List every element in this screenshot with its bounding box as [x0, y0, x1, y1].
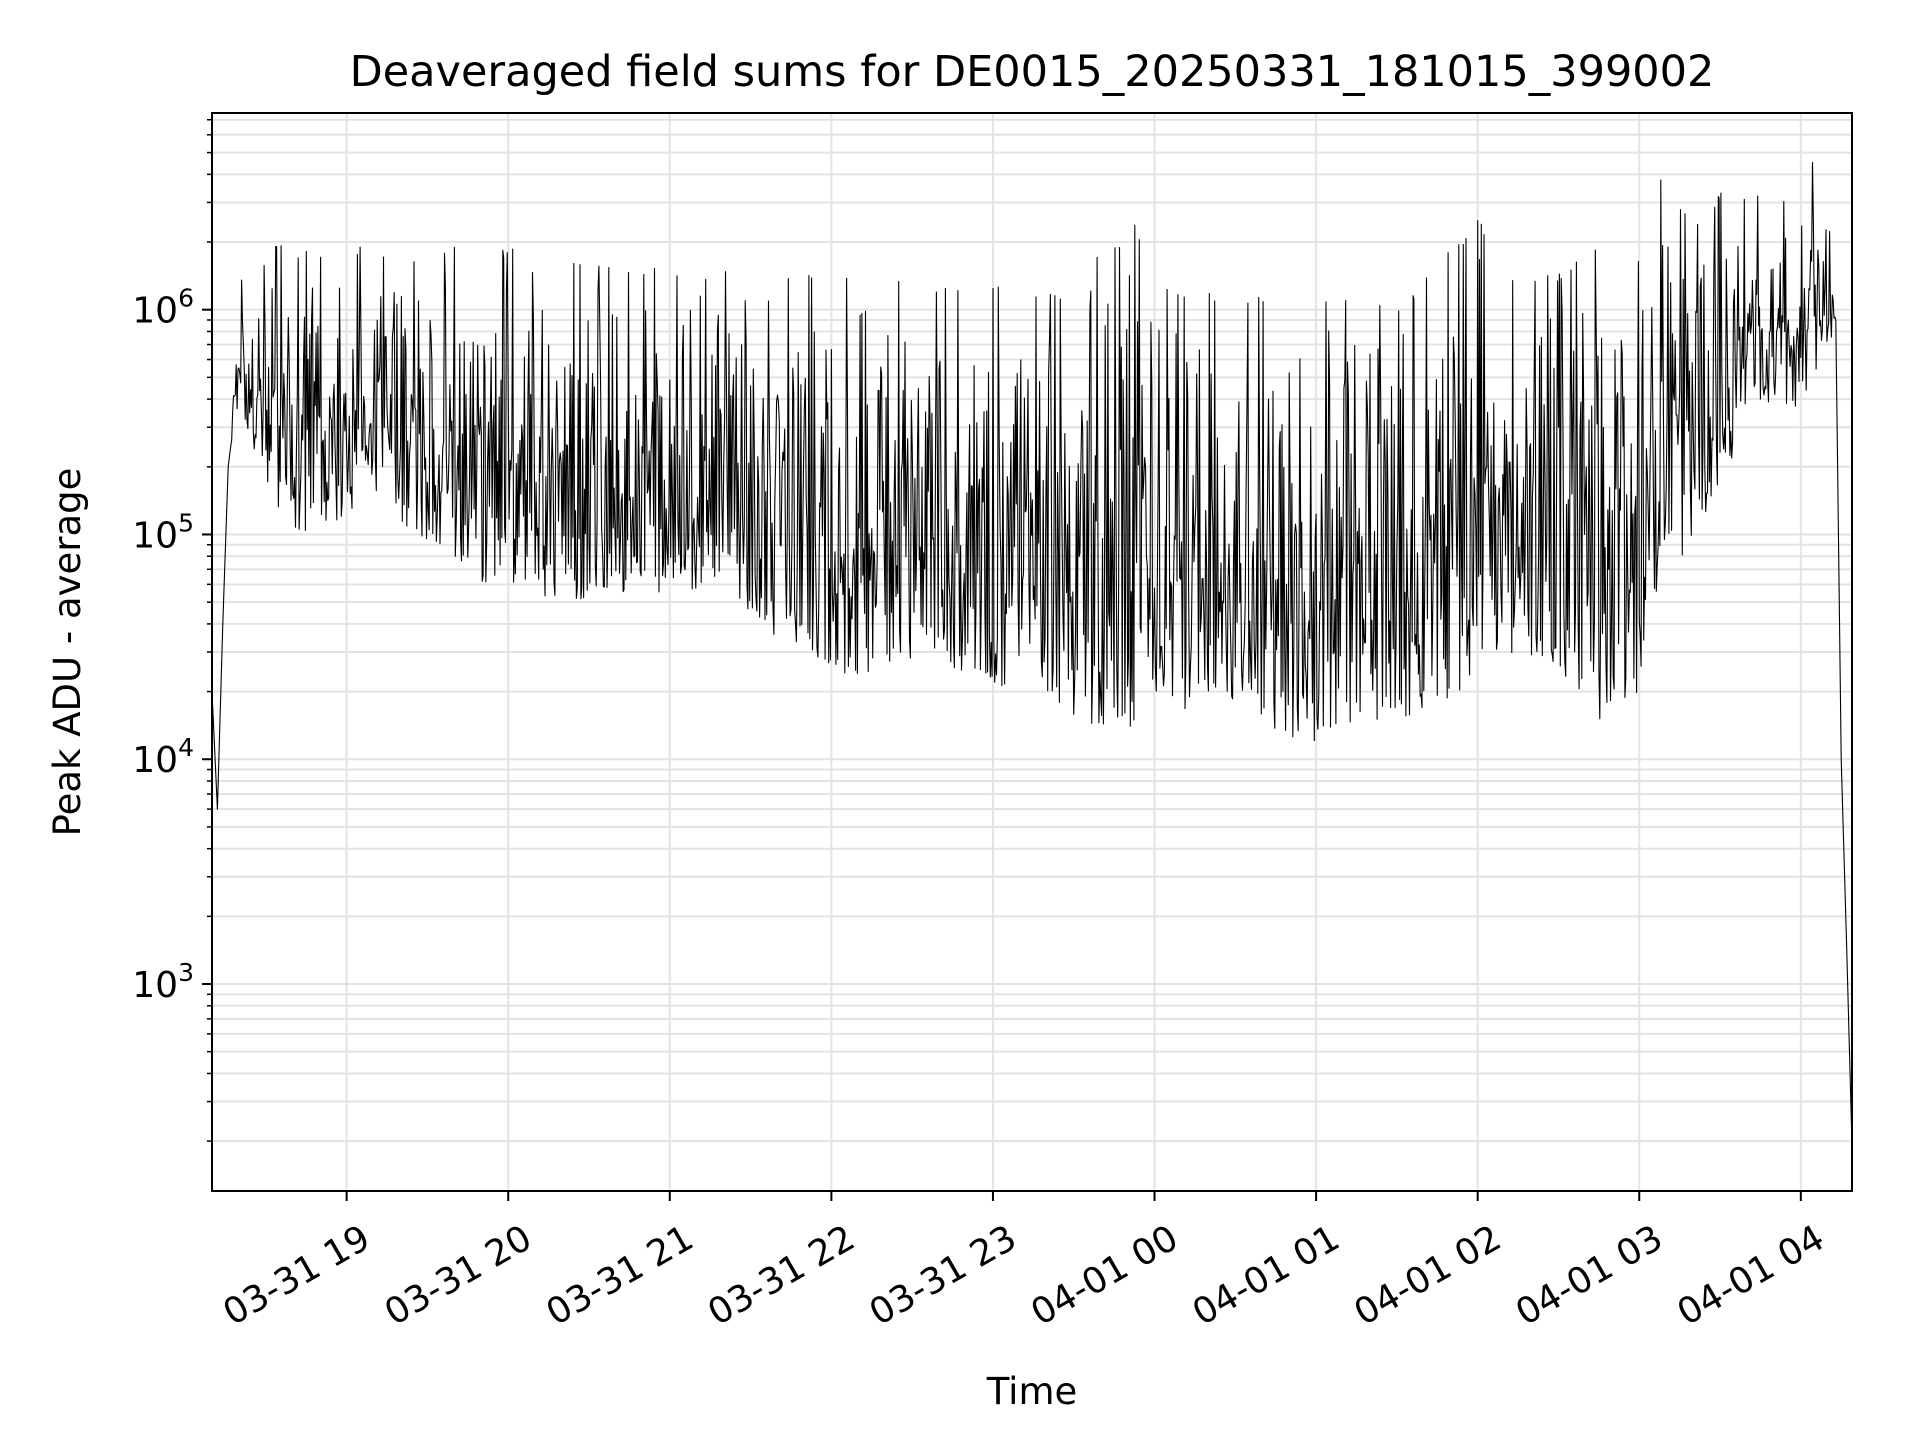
- y-tick-base: 10: [132, 515, 178, 556]
- series-line: [211, 161, 1853, 1147]
- y-tick-label: 105: [132, 508, 194, 556]
- chart-title: Deaveraged field sums for DE0015_2025033…: [350, 47, 1715, 97]
- y-axis-label: Peak ADU - average: [46, 468, 89, 837]
- y-tick-base: 10: [132, 965, 178, 1006]
- y-tick-exponent: 5: [178, 508, 194, 537]
- y-tick-base: 10: [132, 740, 178, 781]
- y-tick-exponent: 3: [178, 958, 194, 987]
- y-tick-label: 103: [132, 958, 194, 1006]
- series-layer: [211, 161, 1853, 1147]
- x-axis-label: Time: [986, 1370, 1078, 1413]
- y-tick-exponent: 6: [178, 284, 194, 313]
- grid: [212, 113, 1852, 1191]
- y-tick-label: 106: [132, 284, 194, 332]
- y-tick-base: 10: [132, 291, 178, 332]
- y-tick-label: 104: [132, 733, 194, 781]
- y-tick-exponent: 4: [178, 733, 194, 762]
